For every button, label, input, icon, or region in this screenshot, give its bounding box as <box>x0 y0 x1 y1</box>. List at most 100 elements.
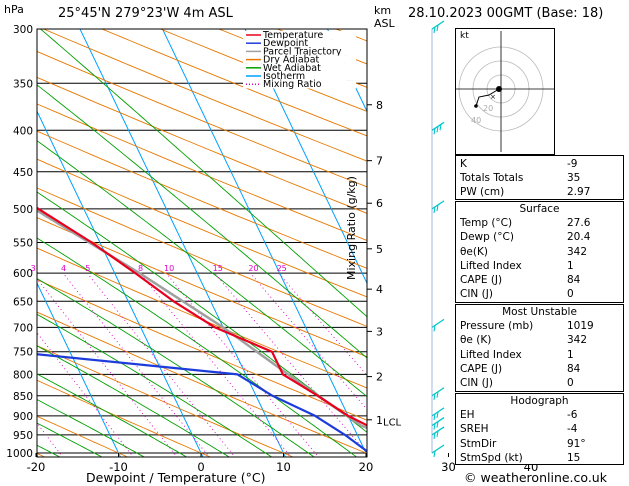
km-tick-label: 6 <box>376 197 383 210</box>
legend-entry: Isotherm <box>263 71 305 82</box>
dry-adiabat-line <box>37 311 367 454</box>
hodograph-ring-label: 20 <box>483 104 493 113</box>
km-tick-label: 3 <box>376 325 383 338</box>
hodograph-row: EH -6 <box>456 408 623 422</box>
plot-frame <box>36 28 368 458</box>
wet-adiabat-line <box>37 84 367 359</box>
dry-adiabat-line <box>37 379 212 457</box>
pressure-tick-label: 850 <box>13 391 33 403</box>
wet-adiabat-line <box>37 345 230 457</box>
temperature-line <box>37 206 367 427</box>
hodograph-table-title: Hodograph <box>510 395 569 407</box>
surface-value: 342 <box>567 245 588 258</box>
hodograph-label: SREH <box>460 423 489 436</box>
mixing-ratio-line <box>249 272 367 410</box>
pressure-tick-label: 350 <box>13 78 33 90</box>
surface-row: CAPE (J) 84 <box>456 273 623 287</box>
dry-adiabat-line <box>37 76 367 214</box>
legend-background <box>243 63 356 72</box>
x-tick-label: -10 <box>109 460 128 474</box>
pressure-tick-label: 550 <box>13 237 33 249</box>
hodograph-row: SREH -4 <box>456 422 623 436</box>
legend-background <box>243 39 356 48</box>
most-unstable-label: CAPE (J) <box>460 362 503 375</box>
km-tick-label: 7 <box>376 155 383 168</box>
hodograph-label: EH <box>460 409 475 422</box>
mixing-ratio-value: 8 <box>138 264 143 273</box>
mixing-ratio-axis-label: Mixing Ratio (g/kg) <box>345 176 358 280</box>
wind-barb-flag <box>436 411 439 418</box>
asl-label: ASL <box>374 17 395 30</box>
lcl-label: LCL <box>383 418 402 429</box>
most-unstable-value: 0 <box>567 377 574 390</box>
legend-entry: Dewpoint <box>263 38 308 49</box>
wet-adiabat-line <box>37 278 315 457</box>
km-tick-label: 4 <box>376 283 383 296</box>
surface-value: 84 <box>567 274 581 287</box>
wind-barb-flag <box>436 421 439 428</box>
wind-barb-flag <box>433 393 436 400</box>
most-unstable-value: 84 <box>567 362 581 375</box>
most-unstable-label: Lifted Index <box>460 348 522 361</box>
surface-label: CAPE (J) <box>460 274 503 287</box>
legend-background <box>243 55 356 64</box>
surface-label: CIN (J) <box>460 288 493 301</box>
index-row: K -9 <box>456 157 623 171</box>
index-label: PW (cm) <box>460 186 505 199</box>
wet-adiabat-line <box>37 313 273 457</box>
pressure-tick-label: 600 <box>13 268 33 280</box>
most-unstable-row: θe (K) 342 <box>456 333 623 347</box>
surface-row: Dewp (°C) 20.4 <box>456 230 623 244</box>
wind-barb-flag <box>433 413 436 420</box>
wind-barb-flag <box>433 128 436 135</box>
most-unstable-row: Lifted Index 1 <box>456 348 623 362</box>
surface-row: Lifted Index 1 <box>456 259 623 273</box>
surface-row: CIN (J) 0 <box>456 287 623 301</box>
wind-barb-flag <box>436 430 439 438</box>
wet-adiabat-line <box>37 399 146 457</box>
wind-barb-flag <box>436 24 439 32</box>
most-unstable-row: Pressure (mb) 1019 <box>456 319 623 333</box>
hodograph-label: StmDir <box>460 437 497 450</box>
hodograph-point <box>496 86 502 92</box>
legend-entry: Temperature <box>262 30 323 41</box>
isotherm-line <box>161 29 367 457</box>
isotherm-line <box>79 29 286 457</box>
km-tick-label: 2 <box>376 371 383 384</box>
km-tick-label: 8 <box>376 99 383 112</box>
mixing-ratio-line <box>278 272 367 377</box>
wind-barb-flag <box>433 423 436 430</box>
x-tick-label: 0 <box>197 460 204 474</box>
pressure-tick-label: 400 <box>13 125 33 137</box>
isotherm-line <box>37 282 121 457</box>
index-row: Totals Totals 35 <box>456 171 623 185</box>
dry-adiabat-line <box>37 187 367 327</box>
surface-label: Dewp (°C) <box>460 231 514 244</box>
hodograph-value: 91° <box>567 437 586 450</box>
surface-title: Surface <box>519 203 560 215</box>
hodograph-ring-label: 40 <box>471 116 481 125</box>
mixing-ratio-value: 20 <box>248 264 258 273</box>
mixing-ratio-line <box>37 422 64 457</box>
isotherm-line <box>37 110 204 457</box>
surface-row: Temp (°C) 27.6 <box>456 216 623 230</box>
dry-adiabat-line <box>37 247 367 389</box>
index-label: K <box>460 158 467 170</box>
km-tick-label: 5 <box>376 243 383 256</box>
wind-barb <box>431 318 445 328</box>
most-unstable-row: CIN (J) 0 <box>456 376 623 390</box>
most-unstable-title: Most Unstable <box>502 306 577 318</box>
most-unstable-value: 1 <box>567 348 574 361</box>
wind-barb-flag <box>433 325 436 332</box>
pressure-tick-label: 1000 <box>6 448 33 460</box>
wet-adiabat-line <box>37 237 358 457</box>
mixing-ratio-value: 3 <box>31 264 36 273</box>
legend-entry: Dry Adiabat <box>263 55 320 66</box>
index-value: -9 <box>567 158 578 170</box>
pressure-tick-label: 300 <box>13 24 33 36</box>
wind-barb-flag <box>439 124 442 131</box>
location-title: 25°45'N 279°23'W 4m ASL <box>58 6 233 21</box>
mixing-ratio-line <box>214 272 367 454</box>
mixing-ratio-line <box>62 272 210 457</box>
